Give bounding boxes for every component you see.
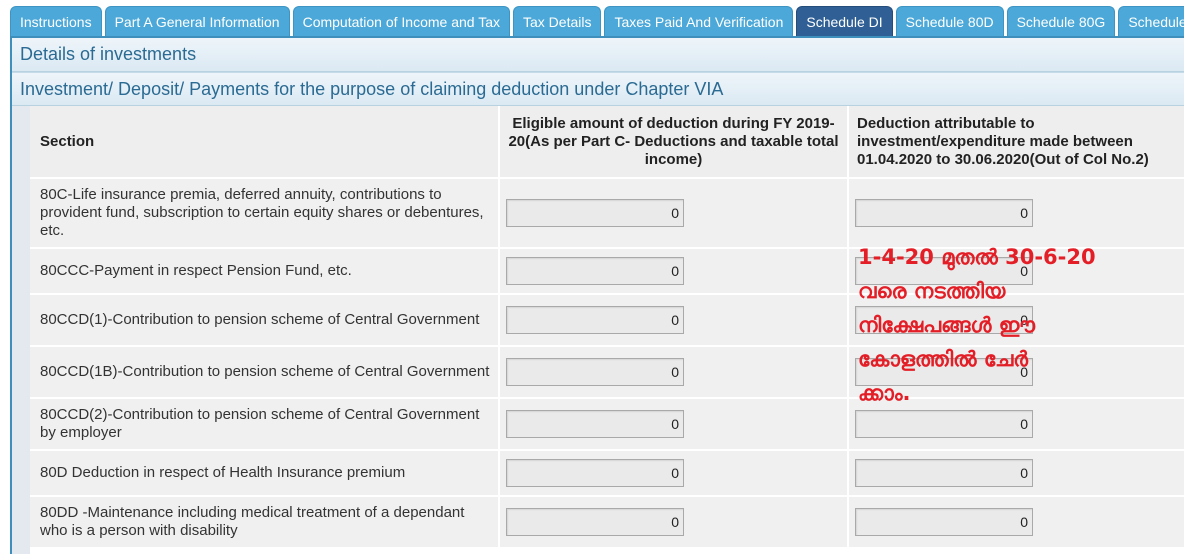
row-section-80d: 80D Deduction in respect of Health Insur… xyxy=(40,464,406,481)
table-row: 80CCD(2)-Contribution to pension scheme … xyxy=(30,399,1184,451)
cell-attributable xyxy=(847,295,1184,345)
cell-eligible xyxy=(498,451,847,495)
eligible-amount-input-80dd[interactable] xyxy=(506,508,684,536)
eligible-amount-input-80ccd1b[interactable] xyxy=(506,358,684,386)
row-section-80c: 80C-Life insurance premia, deferred annu… xyxy=(40,186,484,239)
table-row: 80DD -Maintenance including medical trea… xyxy=(30,497,1184,549)
header-section: Section xyxy=(40,132,95,150)
tab-schedule-80gga[interactable]: Schedule 80GGA xyxy=(1118,6,1184,36)
attributable-amount-input-80c[interactable] xyxy=(855,199,1033,227)
tab-taxes-paid-and-verification[interactable]: Taxes Paid And Verification xyxy=(604,6,794,36)
table-row: 80CCD(1)-Contribution to pension scheme … xyxy=(30,295,1184,347)
investments-table: Section Eligible amount of deduction dur… xyxy=(30,106,1184,554)
header-eligible-amount: Eligible amount of deduction during FY 2… xyxy=(498,106,847,177)
row-section-80ccd1: 80CCD(1)-Contribution to pension scheme … xyxy=(40,311,480,328)
cell-attributable xyxy=(847,399,1184,449)
cell-attributable xyxy=(847,451,1184,495)
eligible-amount-input-80d[interactable] xyxy=(506,459,684,487)
attributable-amount-input-80dd[interactable] xyxy=(855,508,1033,536)
schedule-di-panel: Details of investments Investment/ Depos… xyxy=(10,36,1184,554)
attributable-amount-input-80d[interactable] xyxy=(855,459,1033,487)
table-row: 80C-Life insurance premia, deferred annu… xyxy=(30,179,1184,249)
row-section-80ccd2: 80CCD(2)-Contribution to pension scheme … xyxy=(40,406,480,441)
cell-eligible xyxy=(498,179,847,247)
cell-eligible xyxy=(498,249,847,293)
table-row: 80CCD(1B)-Contribution to pension scheme… xyxy=(30,347,1184,399)
section-title: Details of investments xyxy=(12,38,1184,72)
tab-computation-of-income-and-tax[interactable]: Computation of Income and Tax xyxy=(292,6,510,36)
tab-schedule-di[interactable]: Schedule DI xyxy=(796,6,893,36)
cell-eligible xyxy=(498,399,847,449)
tab-bar: Instructions Part A General Information … xyxy=(0,0,1184,36)
cell-eligible xyxy=(498,347,847,397)
attributable-amount-input-80ccc[interactable] xyxy=(855,257,1033,285)
cell-attributable xyxy=(847,497,1184,547)
attributable-amount-input-80ccd2[interactable] xyxy=(855,410,1033,438)
eligible-amount-input-80ccd2[interactable] xyxy=(506,410,684,438)
table-row: 80D Deduction in respect of Health Insur… xyxy=(30,451,1184,497)
cell-attributable xyxy=(847,179,1184,247)
tab-tax-details[interactable]: Tax Details xyxy=(513,6,602,36)
subsection-title: Investment/ Deposit/ Payments for the pu… xyxy=(12,72,1184,106)
cell-eligible xyxy=(498,295,847,345)
row-section-80ccd1b: 80CCD(1B)-Contribution to pension scheme… xyxy=(40,363,490,380)
row-section-80ccc: 80CCC-Payment in respect Pension Fund, e… xyxy=(40,262,352,279)
table-row: 80CCC-Payment in respect Pension Fund, e… xyxy=(30,249,1184,295)
eligible-amount-input-80ccc[interactable] xyxy=(506,257,684,285)
attributable-amount-input-80ccd1b[interactable] xyxy=(855,358,1033,386)
table-header-row: Section Eligible amount of deduction dur… xyxy=(30,106,1184,179)
attributable-amount-input-80ccd1[interactable] xyxy=(855,306,1033,334)
table-gutter xyxy=(12,106,30,554)
eligible-amount-input-80ccd1[interactable] xyxy=(506,306,684,334)
tab-part-a-general-information[interactable]: Part A General Information xyxy=(104,6,290,36)
tab-instructions[interactable]: Instructions xyxy=(10,6,102,36)
cell-attributable xyxy=(847,347,1184,397)
cell-eligible xyxy=(498,497,847,547)
cell-attributable xyxy=(847,249,1184,293)
tab-schedule-80g[interactable]: Schedule 80G xyxy=(1006,6,1116,36)
tab-schedule-80d[interactable]: Schedule 80D xyxy=(895,6,1004,36)
row-section-80dd: 80DD -Maintenance including medical trea… xyxy=(40,504,465,539)
eligible-amount-input-80c[interactable] xyxy=(506,199,684,227)
header-deduction-attributable: Deduction attributable to investment/exp… xyxy=(847,106,1184,177)
